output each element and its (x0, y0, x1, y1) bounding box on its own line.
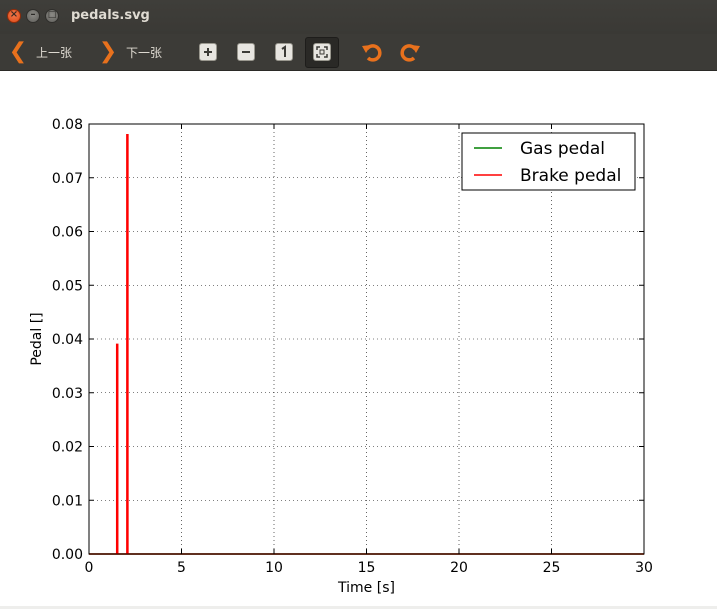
y-axis-label: Pedal [] (29, 312, 45, 365)
y-tick-label: 0.07 (52, 171, 83, 187)
x-tick-label: 30 (635, 560, 653, 576)
x-axis-ticks: 0 5 10 15 20 25 30 (85, 124, 653, 576)
pedals-chart: 0 5 10 15 20 25 30 0.000.010.020.030.040.050.0… (29, 117, 653, 596)
original-size-icon (281, 45, 286, 57)
bottom-border (0, 606, 717, 609)
y-tick-label: 0.04 (52, 332, 83, 348)
zoom-out-icon (242, 51, 250, 53)
close-icon: × (9, 9, 19, 20)
x-tick-label: 15 (358, 560, 376, 576)
y-axis-ticks: 0.00 0.01 0.02 0.03 0.04 0.05 0.06 0.07 0.08 (52, 117, 644, 563)
y-tick-label: 0.00 (52, 547, 83, 563)
chevron-right-icon: ❯ (98, 39, 118, 64)
x-tick-label: 25 (543, 560, 561, 576)
zoom-in-icon (204, 48, 212, 56)
zoom-in-button[interactable] (199, 43, 217, 61)
toolbar: ❮ 上一张 ❯ 下一张 (0, 34, 717, 71)
chevron-left-icon: ❮ (8, 39, 28, 64)
y-tick-label: 0.06 (52, 225, 83, 241)
title-bar: × – □ pedals.svg (0, 0, 717, 34)
minimize-icon: – (30, 9, 36, 20)
rotate-left-icon (362, 44, 382, 62)
x-tick-label: 0 (85, 560, 94, 576)
legend-box (461, 132, 636, 191)
y-tick-label: 0.08 (52, 117, 83, 133)
maximize-window-button[interactable]: □ (45, 9, 59, 23)
x-tick-label: 20 (450, 560, 468, 576)
chart-legend: Gas pedal Brake pedal (461, 132, 636, 191)
best-fit-icon (316, 46, 328, 58)
close-window-button[interactable]: × (7, 9, 21, 23)
x-tick-label: 10 (265, 560, 283, 576)
minimize-window-button[interactable]: – (26, 9, 40, 23)
legend-label: Gas pedal (520, 139, 605, 159)
rotate-right-button[interactable] (398, 40, 422, 64)
y-tick-label: 0.05 (52, 278, 83, 294)
maximize-icon: □ (47, 10, 57, 20)
x-axis-label: Time [s] (337, 580, 395, 596)
next-image-button[interactable]: ❯ 下一张 (98, 34, 162, 70)
rotate-right-icon (400, 44, 420, 62)
legend-label: Brake pedal (520, 166, 621, 186)
previous-image-button[interactable]: ❮ 上一张 (8, 34, 72, 70)
zoom-out-button[interactable] (237, 43, 255, 61)
best-fit-button[interactable] (313, 43, 331, 61)
rotate-left-button[interactable] (360, 40, 384, 64)
next-image-label: 下一张 (126, 45, 163, 60)
original-size-button[interactable] (275, 43, 293, 61)
previous-image-label: 上一张 (36, 45, 73, 60)
y-tick-label: 0.02 (52, 440, 83, 456)
x-tick-label: 5 (177, 560, 186, 576)
y-tick-label: 0.01 (52, 493, 83, 509)
y-tick-label: 0.03 (52, 386, 83, 402)
window-title: pedals.svg (71, 8, 150, 23)
